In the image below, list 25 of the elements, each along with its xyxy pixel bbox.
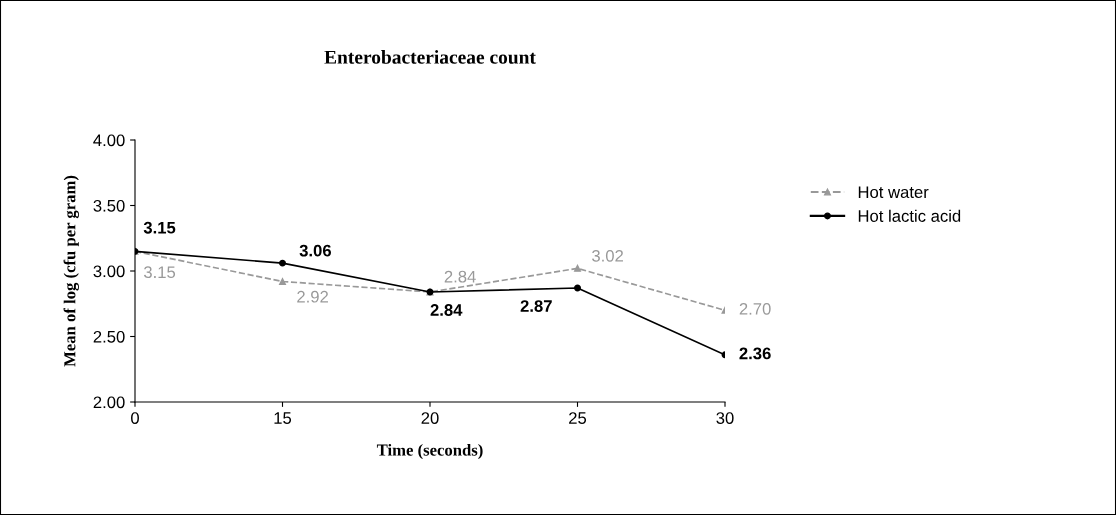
data-label: 2.70	[739, 302, 771, 315]
y-tick-label: 2.00	[93, 396, 125, 409]
chart-title: Enterobacteriaceae count	[324, 50, 536, 64]
x-tick-label: 20	[421, 412, 439, 424]
data-label: 2.92	[297, 290, 328, 303]
x-tick-label: 30	[716, 412, 734, 424]
data-label: 3.06	[299, 244, 331, 257]
y-tick-label: 3.00	[93, 265, 125, 278]
data-label: 2.87	[520, 300, 552, 312]
data-label: 2.36	[739, 347, 771, 360]
legend-label: Hot lactic acid	[858, 209, 961, 222]
y-axis-title: Mean of log (cfu per gram)	[63, 175, 79, 367]
x-axis-title: Time (seconds)	[376, 443, 483, 460]
x-tick-label: 15	[274, 412, 292, 424]
y-tick-label: 4.00	[93, 134, 125, 147]
data-label: 3.15	[143, 266, 176, 279]
y-tick-label: 3.50	[93, 199, 125, 212]
x-tick-label: 0	[131, 412, 139, 424]
data-label: 2.84	[430, 304, 463, 316]
data-label: 3.02	[592, 249, 623, 262]
x-tick-label: 25	[569, 412, 587, 424]
legend-label: Hot water	[858, 186, 929, 199]
y-tick-label: 2.50	[93, 330, 125, 343]
data-label: 2.84	[444, 270, 476, 283]
data-label: 3.15	[143, 221, 176, 234]
